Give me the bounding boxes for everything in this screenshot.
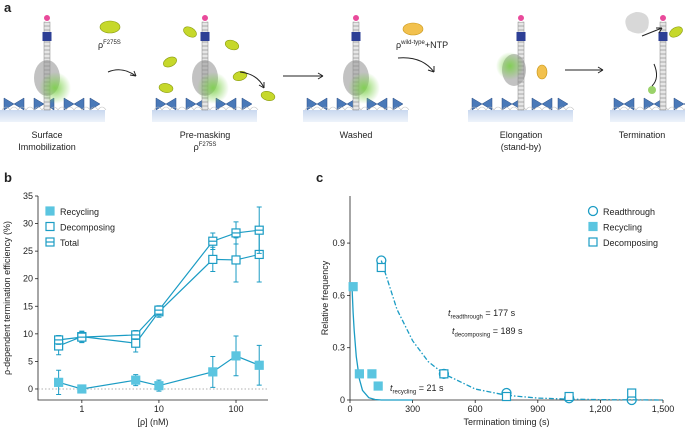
- legend-label: Recycling: [60, 207, 99, 217]
- x-tick-label: 100: [228, 404, 243, 414]
- annotation-symbol: t: [390, 383, 393, 393]
- marker: [131, 338, 141, 348]
- x-axis-label: Termination timing (s): [463, 417, 549, 427]
- rho-symbol: ρ: [396, 40, 401, 50]
- panel-label: b: [4, 170, 12, 185]
- y-tick-label: 0.3: [332, 343, 345, 353]
- x-tick-label: 600: [468, 404, 483, 414]
- annotation-subscript: recycling: [393, 390, 417, 396]
- marker: [54, 377, 64, 387]
- legend-label: Decomposing: [60, 223, 115, 233]
- stage-label: (stand-by): [501, 142, 542, 152]
- x-tick-label: 0: [347, 404, 352, 414]
- y-axis-label: Relative frequency: [320, 260, 330, 335]
- annotation: tdecomposing = 189 s: [452, 326, 523, 339]
- marker: [367, 369, 377, 379]
- legend-label: Decomposing: [603, 238, 658, 248]
- marker: [231, 255, 241, 265]
- x-tick-label: 1,500: [652, 404, 675, 414]
- marker: [77, 384, 87, 394]
- axis-line: [37, 196, 268, 401]
- y-tick-label: 25: [23, 246, 33, 256]
- stage-label: Immobilization: [18, 142, 76, 152]
- legend-label: Total: [60, 238, 79, 248]
- annotation-text: = 21 s: [416, 383, 444, 393]
- reagent-suffix: +NTP: [425, 40, 448, 50]
- panel-label: a: [4, 0, 12, 15]
- marker: [154, 381, 164, 391]
- series: Recycling: [45, 206, 264, 395]
- marker: [501, 391, 512, 402]
- marker: [376, 262, 386, 273]
- panel-label: c: [316, 170, 323, 185]
- marker: [231, 351, 241, 361]
- series: Recycling: [348, 221, 642, 401]
- series-line: [58, 253, 260, 347]
- x-tick-label: 1: [79, 404, 84, 414]
- legend-label: Recycling: [603, 223, 642, 233]
- x-tick-label: 300: [405, 404, 420, 414]
- marker: [348, 282, 358, 292]
- reagent-label: ρwild-type+NTP: [396, 40, 448, 50]
- y-tick-label: 35: [23, 191, 33, 201]
- legend-marker: [588, 221, 598, 232]
- annotation-symbol: t: [448, 308, 451, 318]
- marker: [208, 367, 218, 377]
- stage-label: Washed: [340, 130, 373, 140]
- series: Readthrough: [376, 205, 664, 406]
- stage-label: Surface: [31, 130, 62, 140]
- annotation-subscript: decomposing: [455, 333, 491, 339]
- y-tick-label: 0: [340, 395, 345, 405]
- annotation: treadthrough = 177 s: [448, 308, 516, 321]
- annotation-text: = 189 s: [490, 326, 523, 336]
- fit-curve: [380, 260, 664, 401]
- y-tick-label: 30: [23, 219, 33, 229]
- y-tick-label: 0.6: [332, 290, 345, 300]
- annotation-text: = 177 s: [483, 308, 516, 318]
- rho-symbol: ρ: [194, 142, 199, 152]
- y-tick-label: 0: [28, 384, 33, 394]
- stage-label: Elongation: [500, 130, 543, 140]
- rho-superscript: wild-type: [400, 40, 425, 46]
- annotation: trecycling = 21 s: [390, 383, 444, 396]
- legend-marker: [587, 205, 599, 217]
- y-tick-label: 10: [23, 329, 33, 339]
- legend-marker: [45, 221, 55, 232]
- y-axis-label: ρ-dependent termination efficiency (%): [2, 221, 12, 375]
- marker: [439, 369, 449, 379]
- series: Total: [45, 206, 264, 345]
- legend-label: Readthrough: [603, 207, 655, 217]
- y-tick-label: 20: [23, 274, 33, 284]
- annotation-symbol: t: [452, 326, 455, 336]
- stage-rho: ρF275S: [194, 142, 217, 152]
- stage-label: Pre-masking: [180, 130, 231, 140]
- rho-superscript: F275S: [199, 142, 217, 148]
- marker: [373, 381, 383, 391]
- rho-superscript: F275S: [103, 40, 121, 46]
- y-tick-label: 5: [28, 356, 33, 366]
- x-tick-label: 1,200: [589, 404, 612, 414]
- series-line: [58, 229, 260, 341]
- fit-curve: [351, 288, 413, 401]
- rho-symbol: ρ: [98, 40, 103, 50]
- marker: [131, 375, 141, 385]
- reagent-label: ρF275S: [98, 40, 121, 50]
- panel-a-schematic: [0, 12, 685, 123]
- x-tick-label: 10: [154, 404, 164, 414]
- marker: [254, 360, 264, 370]
- legend-marker: [45, 206, 55, 216]
- stage-label: Termination: [619, 130, 666, 140]
- marker: [627, 388, 637, 398]
- series: Decomposing: [376, 237, 658, 402]
- y-tick-label: 15: [23, 301, 33, 311]
- x-tick-label: 900: [530, 404, 545, 414]
- marker: [564, 391, 574, 402]
- x-axis-label: [ρ] (nM): [137, 417, 168, 427]
- legend-marker: [588, 237, 598, 247]
- marker: [208, 254, 218, 265]
- y-tick-label: 0.9: [332, 238, 345, 248]
- annotation-subscript: readthrough: [451, 315, 483, 321]
- marker: [354, 369, 364, 379]
